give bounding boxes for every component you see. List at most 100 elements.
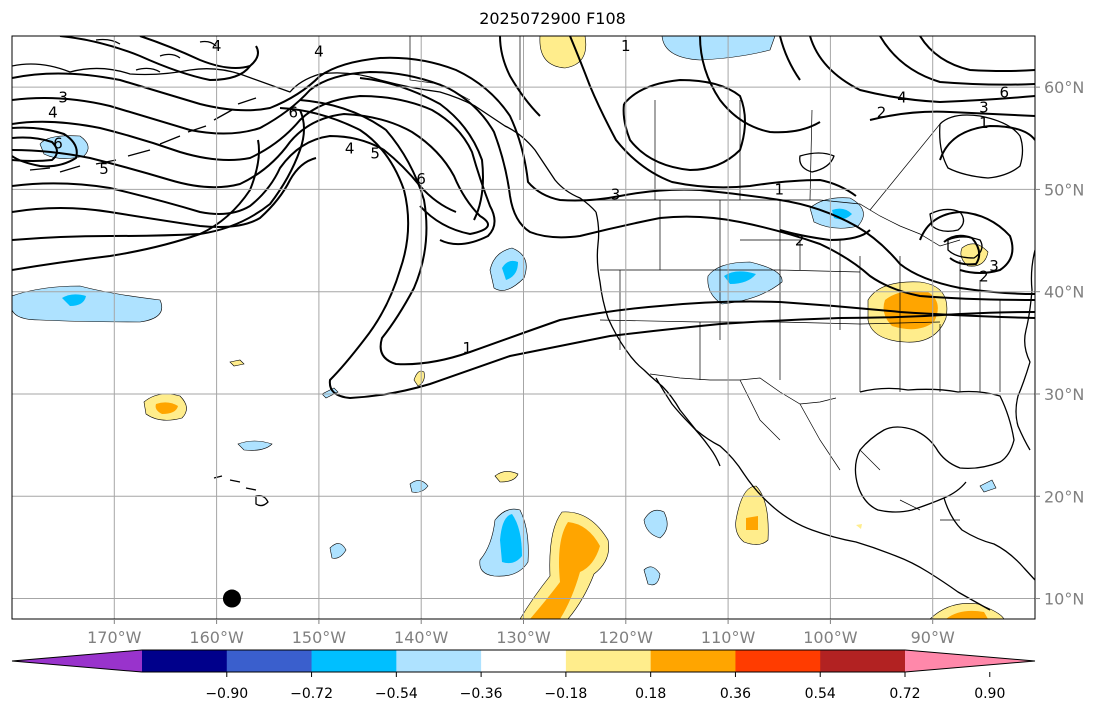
contour-label: 4 xyxy=(897,88,907,106)
positive-region xyxy=(413,370,425,387)
lat-tick-label: 10°N xyxy=(1044,590,1084,609)
graticule xyxy=(12,36,1035,619)
us-east-coast xyxy=(1015,249,1035,451)
contour-line xyxy=(569,36,857,197)
colorbar-tick-label: −0.54 xyxy=(375,686,418,702)
contour-label: 1 xyxy=(979,114,989,132)
longitude-axis: 170°W 160°W 150°W 140°W 130°W 120°W 110°W 100°W… xyxy=(87,619,955,647)
contour-label: 2 xyxy=(979,267,989,285)
negative-region xyxy=(661,36,776,61)
colorbar-tick-label: 0.18 xyxy=(635,686,666,702)
contour-line xyxy=(12,126,78,168)
negative-region xyxy=(321,387,339,399)
contour-label: 6 xyxy=(416,170,426,188)
us-mexico-border xyxy=(649,373,837,405)
positive-region xyxy=(735,485,769,545)
contour-line xyxy=(12,157,317,228)
contour-line xyxy=(12,71,1035,301)
negative-region xyxy=(502,260,518,280)
baja-coast xyxy=(655,377,721,467)
chart-title: 2025072900 F108 xyxy=(479,9,626,28)
colorbar-segment xyxy=(396,650,482,672)
canada-province-lines xyxy=(519,36,941,211)
location-marker xyxy=(222,589,241,608)
contour-label: 5 xyxy=(99,160,109,178)
positive-region xyxy=(883,291,938,330)
colorbar-segment xyxy=(226,650,313,672)
contour-label: 4 xyxy=(48,104,58,122)
negative-region xyxy=(979,479,997,493)
contour-line xyxy=(299,99,1035,366)
lat-tick-label: 30°N xyxy=(1044,385,1084,404)
us-canada-border xyxy=(596,199,961,247)
hawaii xyxy=(213,475,269,507)
colorbar-segment xyxy=(650,650,736,672)
mexico-state-lines xyxy=(739,379,960,521)
contour-line xyxy=(499,36,541,117)
contour-label: 4 xyxy=(212,37,222,55)
contour-label: 5 xyxy=(370,145,380,163)
contour-lines xyxy=(12,36,1035,399)
hudson-bay-coast xyxy=(939,114,1024,179)
colorbar-segment xyxy=(311,650,397,672)
alaska-canada-border xyxy=(409,36,471,101)
contour-line xyxy=(12,136,58,162)
positive-region xyxy=(856,524,862,529)
contour-label: 6 xyxy=(289,104,299,122)
negative-region xyxy=(707,261,783,305)
colorbar-tick-label: −0.36 xyxy=(460,686,503,702)
lon-tick-label: 170°W xyxy=(87,628,142,647)
contour-line xyxy=(12,139,260,271)
latitude-axis: 60°N 50°N 40°N 30°N 20°N 10°N xyxy=(1035,78,1084,609)
contour-label: 1 xyxy=(774,180,784,198)
marker-layer xyxy=(222,589,241,608)
contour-line xyxy=(12,135,457,215)
contour-line xyxy=(809,36,1035,103)
lon-tick-label: 150°W xyxy=(292,628,347,647)
contour-line xyxy=(59,36,251,81)
positive-region xyxy=(539,36,587,69)
contour-label: 4 xyxy=(314,42,324,60)
contour-line xyxy=(779,36,801,81)
colorbar-tick-label: −0.90 xyxy=(205,686,248,702)
contour-label: 6 xyxy=(1000,83,1010,101)
lon-tick-label: 90°W xyxy=(911,628,955,647)
colorbar-tick-label: 0.36 xyxy=(720,686,751,702)
contour-line xyxy=(12,109,305,241)
gulf-coast xyxy=(854,387,1015,513)
lon-tick-label: 160°W xyxy=(189,628,244,647)
colorbar-extend-high xyxy=(905,650,1035,672)
colorbar-tick-label: −0.72 xyxy=(290,686,333,702)
positive-region xyxy=(946,610,988,619)
negative-region xyxy=(643,566,661,586)
contour-label: 3 xyxy=(979,99,989,117)
mexico-pacific-coast xyxy=(695,429,991,611)
contour-label: 1 xyxy=(462,339,472,357)
contour-line xyxy=(919,211,1014,274)
colorbar-segment xyxy=(820,650,906,672)
colorbar: −0.90 −0.72 −0.54 −0.36 −0.18 0.18 0.36 0.54 0.7… xyxy=(11,649,1036,702)
contour-label: 1 xyxy=(621,37,631,55)
contour-label: 4 xyxy=(345,140,355,158)
colorbar-tick-label: −0.18 xyxy=(544,686,587,702)
negative-region xyxy=(12,285,163,323)
lon-tick-label: 110°W xyxy=(701,628,756,647)
contour-line xyxy=(12,113,489,235)
contour-line xyxy=(699,36,821,134)
contour-line xyxy=(939,125,1035,161)
contour-line xyxy=(943,234,981,266)
negative-region xyxy=(409,480,429,493)
colorbar-segment xyxy=(481,650,567,672)
contour-line xyxy=(279,107,1035,399)
positive-region xyxy=(530,522,600,619)
negative-region xyxy=(39,135,89,159)
lat-tick-label: 40°N xyxy=(1044,283,1084,302)
positive-region xyxy=(746,516,758,530)
contour-label: 3 xyxy=(611,186,621,204)
positive-region xyxy=(494,471,519,483)
colorbar-tick-label: 0.54 xyxy=(805,686,836,702)
negative-region xyxy=(329,543,347,559)
